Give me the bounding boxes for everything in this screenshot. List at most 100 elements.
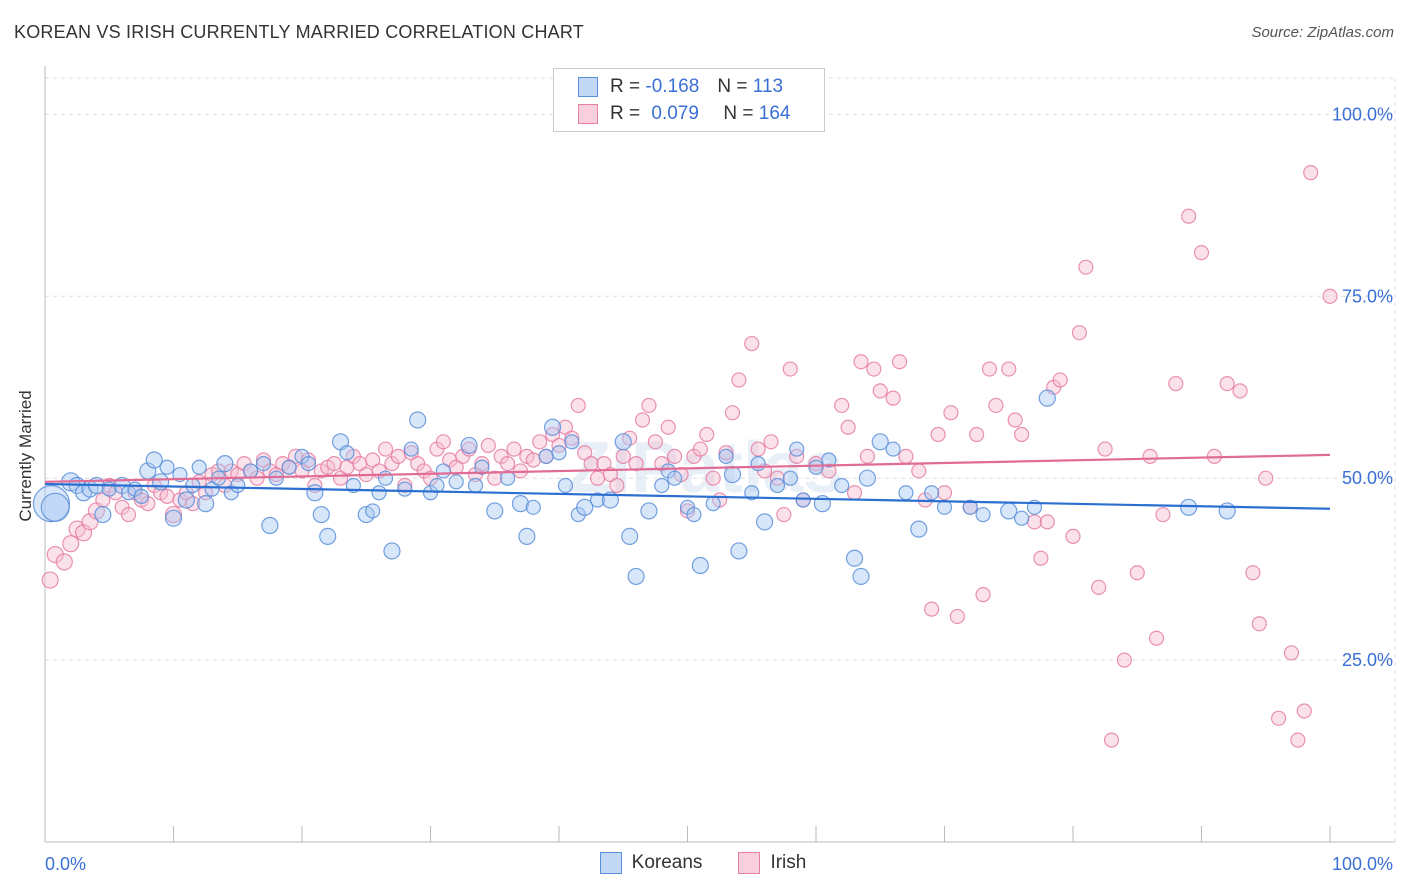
legend-item-koreans: Koreans (599, 852, 702, 874)
irish-point (885, 390, 901, 406)
irish-point (570, 397, 586, 414)
korean-point (1180, 498, 1198, 516)
irish-point (898, 448, 914, 464)
korean-point (589, 492, 606, 508)
korean-point (159, 459, 175, 475)
irish-point (1232, 383, 1248, 399)
irish-point (435, 434, 451, 450)
korean-point (576, 498, 594, 516)
y-tick-label: 25.0% (1342, 650, 1393, 670)
r-label: R = (610, 103, 641, 124)
korean-point (621, 527, 639, 546)
korean-point (871, 433, 889, 451)
y-tick-label: 50.0% (1342, 468, 1393, 488)
korean-point (268, 470, 284, 486)
korean-point (834, 477, 850, 494)
series-legend: Koreans Irish (0, 852, 1406, 874)
korean-point (614, 433, 632, 451)
korean-point (551, 445, 567, 461)
n-label: N = (717, 76, 748, 97)
irish-point (667, 448, 683, 464)
irish-point (1052, 372, 1068, 388)
korean-point (255, 456, 272, 472)
irish-point (615, 448, 631, 464)
legend-row-koreans: R = -0.168 N = 113 (578, 74, 783, 100)
irish-point (750, 441, 766, 457)
irish-point (1155, 506, 1171, 523)
irish-point (699, 426, 715, 443)
korean-point (718, 448, 734, 464)
irish-point (583, 456, 599, 472)
korean-point (409, 411, 427, 429)
korean-point (164, 509, 183, 527)
y-axis-label: Currently Married (16, 390, 35, 522)
irish-point (628, 456, 644, 472)
irish-point (1116, 652, 1133, 668)
irish-point (326, 456, 342, 472)
korean-point (197, 495, 215, 513)
irish-point (1065, 528, 1081, 545)
n-value: 113 (752, 76, 784, 97)
irish-point (930, 426, 946, 443)
irish-point (1296, 703, 1312, 719)
korean-point (557, 477, 574, 494)
korean-point (486, 502, 504, 520)
irish-point (506, 441, 522, 457)
korean-point (371, 485, 387, 501)
korean-point (564, 434, 580, 450)
korean-point (924, 485, 940, 501)
irish-point (846, 485, 863, 501)
korean-point (185, 477, 201, 494)
irish-point (853, 354, 869, 370)
korean-point (744, 485, 760, 501)
korean-point (898, 485, 914, 501)
irish-point (975, 587, 991, 603)
irish-point (1033, 550, 1049, 566)
korean-point (543, 418, 562, 436)
korean-point (243, 463, 259, 479)
korean-point (808, 459, 824, 475)
korean-point (191, 459, 207, 475)
irish-point (487, 470, 503, 486)
irish-point (647, 434, 663, 450)
irish-point (164, 505, 183, 524)
n-value: 164 (758, 103, 791, 124)
irish-point (969, 426, 985, 443)
irish-point (609, 477, 625, 494)
korean-point (383, 542, 401, 560)
irish-point (1091, 579, 1107, 595)
irish-point (41, 571, 59, 589)
irish-point (62, 535, 80, 553)
irish-point (564, 430, 580, 446)
irish-point (81, 513, 99, 531)
korean-point (1218, 502, 1236, 520)
korean-point (975, 506, 991, 523)
irish-point (834, 397, 850, 414)
korean-point (365, 503, 381, 519)
irish-point (532, 434, 548, 450)
irish-point (1142, 448, 1158, 464)
korean-point (397, 481, 413, 497)
korean-point (640, 502, 658, 520)
korean-point (377, 470, 394, 486)
irish-point (390, 448, 406, 464)
irish-point (988, 397, 1004, 414)
irish-point (1097, 441, 1113, 457)
korean-point (789, 441, 805, 457)
irish-point (74, 524, 93, 542)
irish-point (731, 372, 747, 388)
y-tick-label: 75.0% (1342, 286, 1393, 306)
korean-point (782, 470, 798, 486)
y-tick-label: 100.0% (1332, 104, 1393, 124)
irish-point (782, 361, 798, 377)
irish-point (891, 354, 908, 370)
irish-point (981, 361, 998, 377)
korean-point (511, 495, 530, 513)
irish-swatch (738, 852, 761, 874)
irish-point (1026, 514, 1043, 530)
korean-point (723, 465, 742, 484)
irish-point (1129, 565, 1145, 581)
irish-point (924, 601, 940, 617)
korean-point (177, 491, 195, 509)
irish-point (859, 448, 876, 464)
